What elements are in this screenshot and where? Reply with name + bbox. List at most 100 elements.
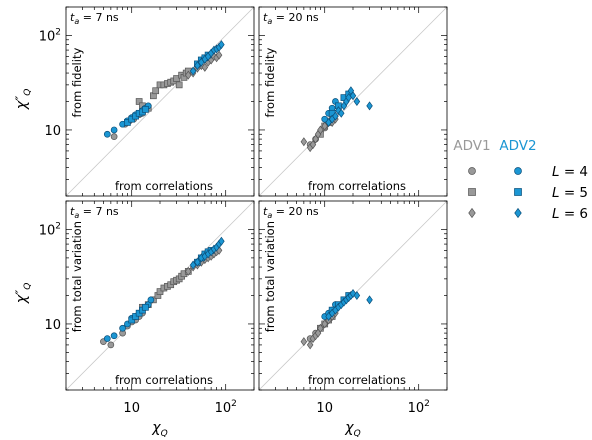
- legend-L: L: [552, 185, 560, 201]
- data-point: [103, 335, 111, 342]
- annotation-value: = 20 ns: [272, 11, 319, 24]
- legend-group-label: ADV1: [453, 138, 490, 154]
- x-tick-label: 10: [123, 401, 140, 416]
- data-point: [349, 91, 357, 101]
- data-point: [321, 319, 328, 329]
- data-point: [338, 108, 345, 118]
- data-point: [309, 140, 317, 150]
- data-point: [353, 291, 361, 300]
- annotation-t: t: [70, 11, 75, 24]
- panel-xlabel-text: from correlations: [308, 373, 406, 387]
- data-point: [306, 340, 314, 350]
- panel-top-left: 10 102 ta = 7 ns from fidelity from correlat…: [14, 6, 255, 197]
- y-tick-label: 102: [39, 221, 61, 238]
- panel-xlabel-text: from correlations: [115, 179, 213, 193]
- identity-line: [258, 6, 448, 197]
- annotation-value: = 7 ns: [79, 11, 119, 24]
- data-point: [353, 97, 361, 106]
- data-point: [335, 106, 342, 116]
- data-point: [103, 130, 111, 138]
- x-tick-label: 10: [316, 401, 333, 416]
- panel-ylabel-text: from total variation: [70, 221, 84, 332]
- y-tick-exponent: 2: [55, 27, 61, 37]
- data-point: [321, 121, 328, 131]
- axis-xlabel-sub: Q: [161, 429, 168, 439]
- panel-frame: [65, 6, 255, 197]
- annotation-subscript: a: [267, 17, 272, 26]
- annotation-ta: ta = 20 ns: [263, 11, 319, 26]
- panel-frame: [65, 200, 255, 391]
- axis-ylabel-chi: χ″: [14, 95, 30, 110]
- data-point: [185, 266, 192, 276]
- data-point: [152, 87, 160, 95]
- data-point: [218, 236, 225, 246]
- y-tick-label: 102: [39, 27, 61, 44]
- data-point: [142, 303, 149, 311]
- data-point: [110, 133, 118, 140]
- annotation-subscript: a: [74, 17, 79, 26]
- annotation-t: t: [70, 205, 75, 218]
- data-point: [194, 257, 201, 267]
- axis-ylabel-sub: Q: [23, 283, 33, 290]
- annotation-value: = 7 ns: [79, 205, 119, 218]
- data-point: [215, 50, 223, 60]
- x-tick-exponent: 2: [231, 399, 237, 409]
- data-point: [300, 337, 308, 347]
- annotation-t: t: [263, 11, 268, 24]
- data-point: [110, 126, 118, 134]
- axis-xlabel-chi: χ: [151, 420, 161, 436]
- annotation-value: = 20 ns: [272, 205, 319, 218]
- legend-marker-circle: [514, 167, 522, 175]
- data-point: [156, 288, 164, 295]
- data-point: [194, 61, 201, 71]
- y-tick-label: 10: [44, 124, 61, 139]
- panel-xlabel-text: from correlations: [115, 373, 213, 387]
- x-tick-label: 102: [408, 399, 430, 416]
- legend-marker-circle: [468, 167, 476, 175]
- panel-xlabel-text: from correlations: [308, 179, 406, 193]
- panel-ylabel-text: from total variation: [263, 221, 277, 332]
- legend-L: L: [552, 164, 560, 180]
- data-point: [332, 111, 339, 121]
- legend-marker-square: [468, 188, 476, 196]
- y-tick-label: 10: [44, 318, 61, 333]
- identity-line: [65, 6, 255, 197]
- legend-L-value: = 6: [560, 206, 588, 222]
- panel-ylabel-text: from fidelity: [263, 48, 277, 118]
- data-point: [128, 316, 136, 324]
- axis-xlabel-chi: χ: [344, 420, 354, 436]
- annotation-subscript: a: [74, 211, 79, 220]
- data-point: [110, 332, 118, 340]
- annotation-ta: ta = 7 ns: [70, 11, 119, 26]
- data-point: [317, 125, 324, 135]
- y-tick-exponent: 2: [55, 221, 61, 231]
- series-adv2-L6: [189, 236, 225, 270]
- axis-xlabel: χQ: [344, 420, 360, 439]
- data-point: [142, 106, 149, 113]
- panel-ylabel-text: from fidelity: [70, 48, 84, 118]
- series-adv2-L6: [325, 86, 373, 127]
- data-point: [189, 260, 197, 270]
- legend-marker-diamond: [468, 207, 476, 219]
- legend-row-label: L = 4: [552, 164, 588, 180]
- series-adv2-L6: [189, 40, 225, 76]
- annotation-ta: ta = 20 ns: [263, 205, 319, 220]
- axis-xlabel: χQ: [151, 420, 167, 439]
- series-adv2-L6: [325, 288, 373, 321]
- axis-ylabel: χ″Q: [14, 89, 33, 111]
- legend-L: L: [552, 206, 560, 222]
- data-point: [189, 66, 197, 76]
- legend-group-label: ADV2: [499, 138, 536, 154]
- legend-marker-diamond: [514, 207, 522, 219]
- data-point: [119, 324, 126, 332]
- data-point: [147, 296, 155, 304]
- annotation-ta: ta = 7 ns: [70, 205, 119, 220]
- data-point: [300, 137, 308, 147]
- legend-marker-square: [514, 188, 522, 196]
- data-point: [175, 81, 183, 89]
- legend-L-value: = 4: [560, 164, 588, 180]
